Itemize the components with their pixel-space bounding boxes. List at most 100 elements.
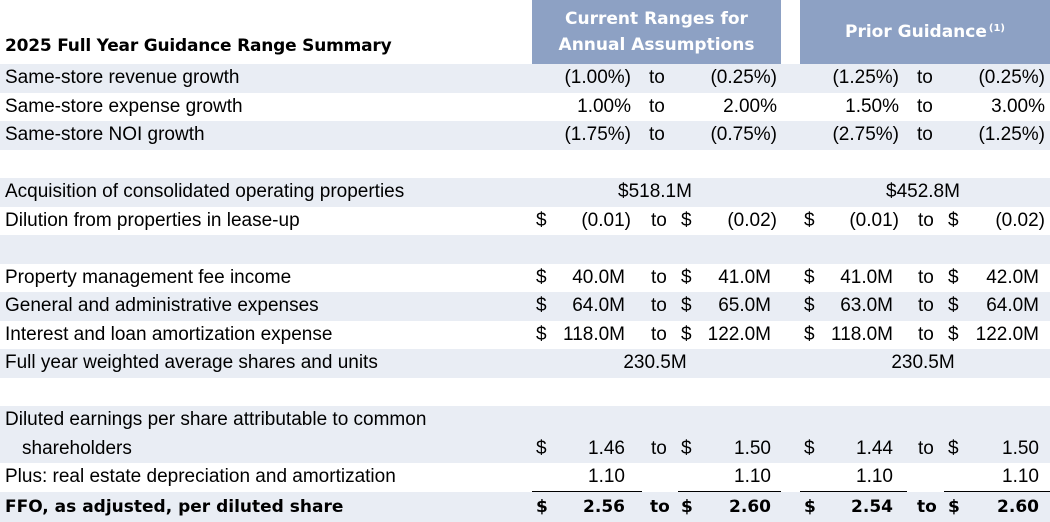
currency-symbol: $ bbox=[536, 324, 547, 345]
prior-low: 2.54 bbox=[851, 497, 893, 517]
current-low: (1.00%) bbox=[564, 67, 631, 88]
row-label-continued: shareholders bbox=[22, 438, 132, 459]
current-high: 2.60 bbox=[729, 497, 771, 517]
row-label: Same-store NOI growth bbox=[5, 124, 205, 145]
prior-low: (2.75%) bbox=[832, 124, 899, 145]
row-label: General and administrative expenses bbox=[5, 295, 319, 316]
row-band bbox=[0, 349, 1050, 378]
table-row: Full year weighted average shares and un… bbox=[0, 349, 1050, 377]
row-band bbox=[0, 178, 1050, 207]
range-to: to bbox=[651, 324, 667, 345]
current-high: 2.00% bbox=[723, 96, 777, 117]
row-band bbox=[0, 406, 1050, 463]
prior-high: 64.0M bbox=[986, 295, 1039, 316]
prior-high: (0.02) bbox=[995, 210, 1045, 231]
prior-low: 1.44 bbox=[856, 438, 893, 459]
footnote-marker: (1) bbox=[988, 23, 1005, 34]
currency-symbol: $ bbox=[804, 438, 815, 459]
table-row: Same-store NOI growth (1.75%) to (0.75%)… bbox=[0, 121, 1050, 149]
currency-symbol: $ bbox=[804, 210, 815, 231]
prior-guidance-header: Prior Guidance (1) bbox=[800, 0, 1050, 64]
range-to: to bbox=[650, 497, 670, 517]
currency-symbol: $ bbox=[536, 210, 547, 231]
row-label: Dilution from properties in lease-up bbox=[5, 210, 300, 231]
total-underline bbox=[678, 491, 781, 492]
row-label: Diluted earnings per share attributable … bbox=[5, 409, 427, 430]
currency-symbol: $ bbox=[536, 438, 547, 459]
table-row: Acquisition of consolidated operating pr… bbox=[0, 178, 1050, 206]
range-to: to bbox=[917, 67, 933, 88]
range-to: to bbox=[918, 295, 934, 316]
range-to: to bbox=[917, 497, 937, 517]
range-to: to bbox=[651, 438, 667, 459]
prior-low: 1.10 bbox=[856, 466, 893, 487]
current-low: (1.75%) bbox=[564, 124, 631, 145]
table-row: Plus: real estate depreciation and amort… bbox=[0, 463, 1050, 491]
current-low: 64.0M bbox=[572, 295, 625, 316]
currency-symbol: $ bbox=[948, 438, 959, 459]
prior-low: 118.0M bbox=[831, 324, 893, 345]
row-band bbox=[0, 492, 1050, 522]
currency-symbol: $ bbox=[804, 324, 815, 345]
currency-symbol: $ bbox=[804, 267, 815, 288]
prior-high: (0.25%) bbox=[978, 67, 1045, 88]
prior-high: 42.0M bbox=[986, 267, 1039, 288]
current-high: 1.50 bbox=[734, 438, 771, 459]
currency-symbol: $ bbox=[948, 497, 960, 517]
current-low: 40.0M bbox=[572, 267, 625, 288]
prior-value: 230.5M bbox=[891, 352, 955, 373]
prior-value: $452.8M bbox=[886, 181, 960, 202]
range-to: to bbox=[651, 267, 667, 288]
currency-symbol: $ bbox=[681, 295, 692, 316]
prior-high: (1.25%) bbox=[978, 124, 1045, 145]
row-label: Same-store revenue growth bbox=[5, 67, 240, 88]
row-label: FFO, as adjusted, per diluted share bbox=[5, 497, 344, 517]
current-low: 1.00% bbox=[577, 96, 631, 117]
current-value: 230.5M bbox=[623, 352, 687, 373]
currency-symbol: $ bbox=[681, 497, 693, 517]
range-to: to bbox=[918, 324, 934, 345]
table-row: Diluted earnings per share attributable … bbox=[0, 406, 1050, 463]
table-row: Property management fee income $ 40.0M t… bbox=[0, 264, 1050, 292]
currency-symbol: $ bbox=[681, 267, 692, 288]
table-row: Interest and loan amortization expense $… bbox=[0, 321, 1050, 349]
row-label: Interest and loan amortization expense bbox=[5, 324, 333, 345]
currency-symbol: $ bbox=[681, 324, 692, 345]
range-to: to bbox=[649, 96, 665, 117]
table-title: 2025 Full Year Guidance Range Summary bbox=[5, 36, 392, 56]
prior-high: 1.10 bbox=[1002, 466, 1039, 487]
currency-symbol: $ bbox=[804, 497, 816, 517]
row-label: Property management fee income bbox=[5, 267, 292, 288]
range-to: to bbox=[917, 96, 933, 117]
current-low: 118.0M bbox=[563, 324, 625, 345]
prior-low: (1.25%) bbox=[832, 67, 899, 88]
prior-low: (0.01) bbox=[849, 210, 899, 231]
current-low: 1.46 bbox=[588, 438, 625, 459]
currency-symbol: $ bbox=[681, 438, 692, 459]
row-label: Plus: real estate depreciation and amort… bbox=[5, 466, 396, 487]
range-to: to bbox=[918, 438, 934, 459]
total-underline bbox=[532, 491, 642, 492]
row-band bbox=[0, 292, 1050, 321]
range-to: to bbox=[651, 295, 667, 316]
total-underline bbox=[944, 491, 1050, 492]
row-band bbox=[0, 64, 1050, 93]
current-low: 1.10 bbox=[588, 466, 625, 487]
row-label: Full year weighted average shares and un… bbox=[5, 352, 378, 373]
current-ranges-header: Current Ranges for Annual Assumptions bbox=[532, 0, 781, 64]
range-to: to bbox=[649, 124, 665, 145]
prior-low: 63.0M bbox=[840, 295, 893, 316]
current-low: (0.01) bbox=[581, 210, 631, 231]
prior-high: 2.60 bbox=[997, 497, 1039, 517]
prior-low: 41.0M bbox=[840, 267, 893, 288]
current-high: (0.75%) bbox=[710, 124, 777, 145]
range-to: to bbox=[918, 210, 934, 231]
row-band bbox=[0, 235, 1050, 264]
table-row: Same-store revenue growth (1.00%) to (0.… bbox=[0, 64, 1050, 92]
currency-symbol: $ bbox=[948, 210, 959, 231]
range-to: to bbox=[917, 124, 933, 145]
row-label: Same-store expense growth bbox=[5, 96, 243, 117]
prior-high: 1.50 bbox=[1002, 438, 1039, 459]
range-to: to bbox=[918, 267, 934, 288]
table-row: Dilution from properties in lease-up $ (… bbox=[0, 207, 1050, 235]
